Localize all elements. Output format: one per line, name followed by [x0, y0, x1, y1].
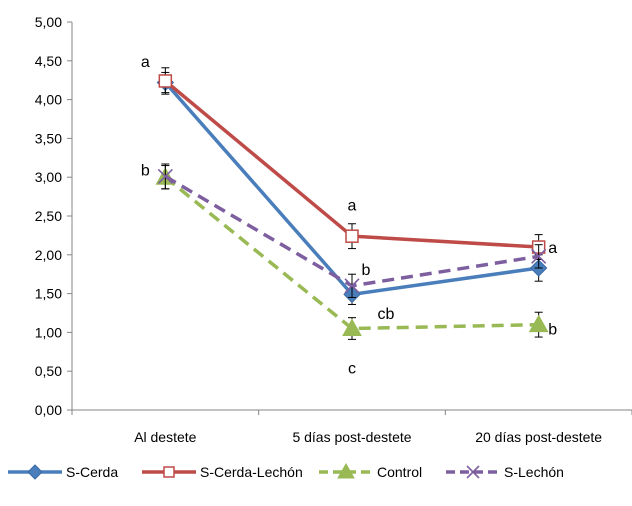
- x-axis-ticks: Al destete 5 días post-destete 20 días pos…: [71, 410, 632, 445]
- y-tick-label: 0,50: [35, 363, 62, 379]
- y-tick-label: 4,50: [35, 53, 62, 69]
- legend-label: S-Cerda: [66, 464, 118, 480]
- legend: S-Cerda S-Cerda-Lechón Control S-Lechón: [8, 462, 564, 480]
- x-tick-label: 20 días post-destete: [475, 429, 602, 445]
- significance-label: a: [548, 240, 557, 257]
- series-layer: [155, 67, 549, 340]
- x-tick-label: 5 días post-destete: [292, 429, 411, 445]
- data-point-marker: [345, 229, 359, 243]
- y-tick-label: 2,00: [35, 247, 62, 263]
- y-axis-ticks: 0,00 0,50 1,00 1,50 2,00 2,50 3,00 3,50 4,00 4,50…: [35, 14, 72, 418]
- legend-item: Control: [319, 462, 422, 480]
- data-point-marker: [157, 168, 173, 184]
- legend-marker: [27, 464, 43, 480]
- significance-annotations: a b a b cb c a b: [141, 54, 557, 378]
- legend-label: S-Cerda-Lechón: [200, 464, 303, 480]
- series-control: [155, 165, 549, 340]
- data-point-marker: [342, 318, 362, 337]
- legend-label: Control: [377, 464, 422, 480]
- y-tick-label: 1,50: [35, 286, 62, 302]
- series-line: [164, 81, 539, 297]
- series-s-lech-n: [157, 163, 547, 298]
- data-point-marker: [158, 74, 173, 88]
- y-tick-label: 4,00: [35, 92, 62, 108]
- significance-label: b: [548, 322, 557, 339]
- series-line: [164, 175, 539, 331]
- y-tick-label: 0,00: [35, 402, 62, 418]
- series-s-cerda-lech-n: [158, 67, 546, 260]
- legend-marker: [163, 466, 175, 478]
- data-point-marker: [528, 314, 549, 333]
- x-tick-label: Al destete: [134, 429, 196, 445]
- legend-marker: [466, 465, 480, 479]
- y-tick-label: 3,00: [35, 169, 62, 185]
- y-tick-label: 1,00: [35, 324, 62, 340]
- significance-label: a: [348, 197, 357, 214]
- legend-label: S-Lechón: [504, 464, 564, 480]
- data-point-marker: [531, 248, 547, 264]
- data-point-marker: [344, 278, 360, 294]
- y-tick-label: 3,50: [35, 130, 62, 146]
- axes: [71, 22, 632, 411]
- series-s-cerda: [156, 71, 548, 305]
- y-tick-label: 2,50: [35, 208, 62, 224]
- significance-label: a: [141, 54, 150, 71]
- legend-marker: [337, 462, 355, 479]
- y-tick-label: 5,00: [35, 14, 62, 30]
- significance-label: c: [348, 360, 356, 377]
- legend-item: S-Lechón: [446, 464, 564, 480]
- legend-item: S-Cerda-Lechón: [142, 464, 303, 480]
- significance-label: b: [362, 262, 371, 279]
- series-line: [164, 79, 539, 249]
- legend-item: S-Cerda: [8, 464, 118, 480]
- significance-label: cb: [378, 306, 395, 323]
- significance-label: b: [141, 162, 150, 179]
